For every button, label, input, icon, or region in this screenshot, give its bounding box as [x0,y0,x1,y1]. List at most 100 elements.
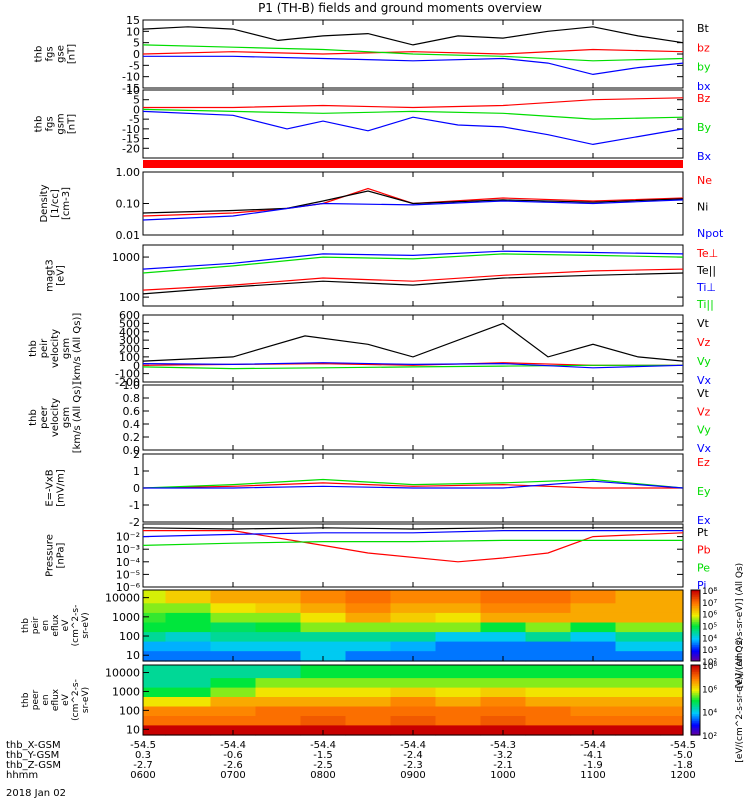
spectrogram-cell [165,641,212,652]
ephemeris-value: -2.3 [403,760,423,771]
spectrogram-cell [660,705,684,716]
y-tick-label: 1 [133,465,140,478]
y-tick-label: -1 [129,499,140,512]
spectrogram-cell [525,665,572,679]
ephemeris-value: -0.6 [223,750,243,761]
legend-entry: Npot [697,227,724,240]
colorbar-tick-label: 10² [702,732,717,742]
spectrogram-cell [390,602,437,613]
colorbar-cell [691,701,700,705]
colorbar-cell [691,606,700,609]
spectrogram-cell [300,705,347,716]
spectrogram-cell [255,665,302,679]
y-axis-label: gsm [61,407,72,428]
colorbar-frame [690,664,701,736]
spectrogram-cell [435,631,482,642]
spectrogram-cell [255,677,302,688]
spectrogram-cell [570,686,617,697]
legend-entry: by [697,61,711,74]
y-axis-label: [nT] [67,44,78,64]
colorbar-cell [691,719,700,722]
colorbar-cell [691,665,700,668]
spectrogram-cell [390,696,437,707]
colorbar-cell [691,618,700,621]
spectrogram-cell [480,696,527,707]
spectrogram-cell [143,602,167,613]
spectrogram-cell [300,590,347,604]
ephemeris-value: 0600 [130,770,155,781]
y-tick-label: 10000 [105,667,140,680]
y-tick-label: 1000 [112,611,140,624]
spectrogram-cell [570,602,617,613]
spectrogram-cell [143,686,167,697]
legend-entry: Vx [697,374,712,387]
y-axis-label: E=-VxB [45,469,56,506]
colorbar-cell [691,693,700,696]
y-axis-label: eflux [51,614,61,637]
y-tick-label: 5 [133,94,140,107]
colorbar-cell [691,604,700,607]
y-axis-label: Density [39,184,50,222]
spectrogram-cell [345,590,392,604]
spectrogram-cell [255,641,302,652]
colorbar-cell [691,657,700,660]
spectrogram-cell [660,590,684,604]
spectrogram-cell [390,705,437,716]
spectrogram-cell [660,602,684,613]
spectrogram-cell [300,631,347,642]
spectrogram-cell [525,590,572,604]
ephemeris-value: -2.1 [493,760,513,771]
colorbar-cell [691,694,700,698]
colorbar-cell [691,648,700,651]
spectrogram-cell [165,677,212,688]
colorbar-cell [691,652,700,655]
colorbar-cell [691,680,700,684]
panel-efield: 2 1 0 -1 -2 E=-VxB [mV/m] Ez Ey Ex [45,448,711,529]
spectrogram-cell [210,715,257,726]
series-line-red [142,268,684,291]
colorbar-tick-label: 10⁴ [702,634,717,644]
colorbar-cell [691,614,700,618]
colorbar-cell [691,607,700,611]
spectrogram-cell [345,631,392,642]
ephemeris-value: -54.3 [490,740,516,751]
ephemeris-value: 0900 [400,770,425,781]
ephemeris-value: 1200 [670,770,695,781]
spectrogram-cell [435,724,482,736]
y-tick-label: 0.01 [116,229,141,242]
spectrogram-cell [210,686,257,697]
spectrogram-cell [615,650,662,662]
colorbar-tick-label: 10² [702,658,717,668]
spectrogram-cell [615,612,662,623]
ephemeris-value: -1.5 [313,750,333,761]
ephemeris-value: -2.7 [133,760,153,771]
date-label: 2018 Jan 02 [6,788,66,799]
colorbar-cell [691,724,700,727]
colorbar-cell [691,710,700,713]
colorbar-cell [691,634,700,637]
legend-entry: Ne [697,174,712,187]
spectrogram-cell [345,650,392,662]
colorbar-cell [691,673,700,677]
spectrogram-cell [390,621,437,633]
spectrogram-cell [143,705,167,716]
spectrogram-cell [615,641,662,652]
series-line-black [142,527,683,530]
spectrogram-cell [300,612,347,623]
colorbar-cell [691,590,700,593]
spectrogram-cell [210,641,257,652]
spectrogram-cell [570,665,617,679]
ephemeris-value: -1.8 [673,760,693,771]
y-axis-label: velocity [50,329,61,368]
spectrogram-cell [255,590,302,604]
legend-entry: Ti|| [696,298,714,311]
y-tick-label: 1000 [112,251,140,264]
legend-entry: Bz [697,92,711,105]
spectrogram-cell [165,715,212,726]
y-tick-label: 0 [133,359,140,372]
y-axis-label: (cm^2-s- [71,605,81,647]
spectrogram-cell [255,612,302,623]
